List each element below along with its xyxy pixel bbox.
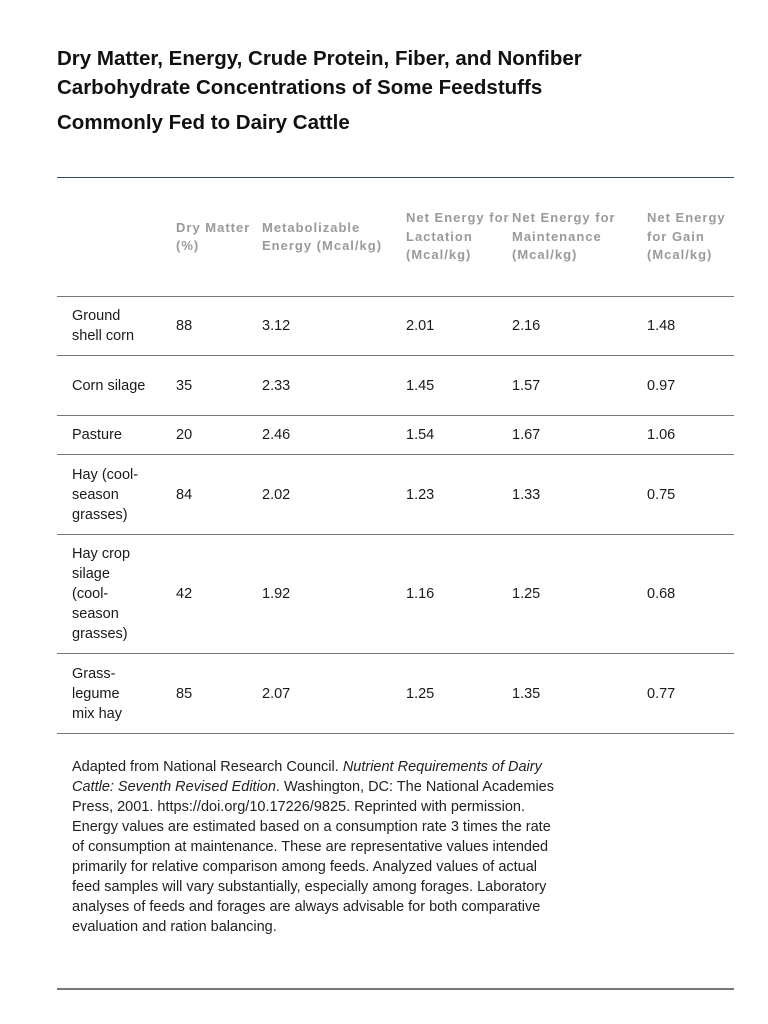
cell-text: Corn silage	[72, 377, 146, 394]
feedstuffs-table: Dry Matter (%) Metabolizable Energy (Mca…	[57, 178, 734, 734]
cell-net-energy-maintenance: 1.35	[512, 653, 647, 734]
cell-metabolizable-energy: 2.33	[262, 355, 406, 416]
source-title: Nutrient Requirements of Dairy Cattle: S…	[72, 759, 542, 795]
cell-feedstuff: Grass-legume mix hay	[57, 653, 176, 734]
cell-net-energy-gain: 0.68	[647, 534, 734, 654]
energy-note: Energy values are estimated based on a c…	[72, 819, 551, 935]
cell-net-energy-maintenance: 2.16	[512, 296, 647, 356]
header-net-energy-lactation: Net Energy for Lactation (Mcal/kg)	[406, 178, 512, 297]
cell-text: Grass-legume mix hay	[72, 665, 122, 722]
cell-text: 2.16	[512, 318, 541, 334]
cell-text: Ground shell corn	[72, 308, 135, 344]
cell-feedstuff: Corn silage	[57, 355, 176, 416]
cell-text: 1.45	[406, 377, 435, 394]
table-row: Grass-legume mix hay 85 2.07 1.25 1.35 0.77	[57, 653, 734, 734]
cell-metabolizable-energy: 2.46	[262, 415, 406, 455]
cell-text: 20	[176, 427, 193, 443]
cell-text: 42	[176, 586, 193, 602]
cell-net-energy-lactation: 1.23	[406, 454, 512, 535]
cell-text: 1.57	[512, 377, 541, 394]
cell-text: 1.54	[406, 427, 435, 443]
cell-text: 3.12	[262, 318, 291, 334]
cell-text: 2.01	[406, 318, 435, 334]
cell-dry-matter: 42	[176, 534, 262, 654]
cell-net-energy-gain: 1.48	[647, 296, 734, 356]
cell-text: 35	[176, 377, 193, 394]
cell-text: 1.25	[512, 586, 541, 602]
header-feedstuff	[57, 178, 176, 297]
cell-net-energy-lactation: 2.01	[406, 296, 512, 356]
cell-text: 1.33	[512, 486, 541, 503]
table-row: Corn silage 35 2.33 1.45 1.57 0.97	[57, 355, 734, 416]
table-row: Hay (cool-season grasses) 84 2.02 1.23 1.33 0…	[57, 454, 734, 535]
cell-text: 2.02	[262, 486, 291, 503]
cell-net-energy-gain: 0.75	[647, 454, 734, 535]
cell-text: 1.92	[262, 586, 291, 602]
cell-dry-matter: 88	[176, 296, 262, 356]
cell-text: 1.67	[512, 427, 541, 443]
cell-net-energy-lactation: 1.45	[406, 355, 512, 416]
cell-text: 84	[176, 486, 193, 503]
cell-text: 88	[176, 318, 193, 334]
header-net-energy-maintenance: Net Energy for Maintenance (Mcal/kg)	[512, 178, 647, 297]
cell-text: 1.23	[406, 486, 435, 503]
table-row: Ground shell corn 88 3.12 2.01 2.16 1.48	[57, 296, 734, 356]
cell-text: Hay (cool-season grasses)	[72, 466, 139, 523]
table-notes: Adapted from National Research Council. …	[72, 757, 562, 937]
cell-net-energy-gain: 1.06	[647, 415, 734, 455]
title-line-1: Dry Matter, Energy, Crude Protein, Fiber…	[57, 47, 582, 99]
cell-text: 0.75	[647, 486, 676, 503]
cell-text: 2.07	[262, 685, 291, 702]
cell-metabolizable-energy: 2.07	[262, 653, 406, 734]
cell-dry-matter: 20	[176, 415, 262, 455]
cell-metabolizable-energy: 1.92	[262, 534, 406, 654]
cell-feedstuff: Pasture	[57, 415, 176, 455]
cell-text: 1.25	[406, 685, 435, 702]
cell-text: 0.97	[647, 377, 676, 394]
title-line-2: Commonly Fed to Dairy Cattle	[57, 111, 350, 134]
cell-net-energy-maintenance: 1.33	[512, 454, 647, 535]
cell-dry-matter: 85	[176, 653, 262, 734]
header-dry-matter: Dry Matter (%)	[176, 178, 262, 297]
cell-net-energy-gain: 0.77	[647, 653, 734, 734]
source-suffix: . Washington, DC: The National Academies…	[72, 779, 554, 815]
cell-dry-matter: 84	[176, 454, 262, 535]
cell-metabolizable-energy: 3.12	[262, 296, 406, 356]
cell-text: 0.68	[647, 586, 676, 602]
cell-feedstuff: Ground shell corn	[57, 296, 176, 356]
cell-text: 2.46	[262, 427, 291, 443]
cell-dry-matter: 35	[176, 355, 262, 416]
cell-net-energy-maintenance: 1.57	[512, 355, 647, 416]
cell-net-energy-gain: 0.97	[647, 355, 734, 416]
header-net-energy-gain: Net Energy for Gain (Mcal/kg)	[647, 178, 734, 297]
table-row: Pasture 20 2.46 1.54 1.67 1.06	[57, 415, 734, 455]
cell-text: Pasture	[72, 427, 122, 443]
cell-text: Hay crop silage (cool-season grasses)	[72, 546, 131, 642]
header-metabolizable-energy: Metabolizable Energy (Mcal/kg)	[262, 178, 406, 297]
cell-text: 1.35	[512, 685, 541, 702]
cell-text: 1.06	[647, 427, 676, 443]
cell-net-energy-lactation: 1.54	[406, 415, 512, 455]
cell-net-energy-lactation: 1.16	[406, 534, 512, 654]
table-row: Hay crop silage (cool-season grasses) 42 1…	[57, 534, 734, 654]
table-bottom-rule	[57, 988, 734, 990]
cell-feedstuff: Hay crop silage (cool-season grasses)	[57, 534, 176, 654]
source-prefix: Adapted from National Research Council.	[72, 759, 343, 775]
header-row: Dry Matter (%) Metabolizable Energy (Mca…	[57, 178, 734, 297]
cell-net-energy-lactation: 1.25	[406, 653, 512, 734]
cell-text: 85	[176, 685, 193, 702]
table-title: Dry Matter, Energy, Crude Protein, Fiber…	[57, 44, 617, 137]
cell-text: 0.77	[647, 685, 676, 702]
cell-text: 2.33	[262, 377, 291, 394]
cell-feedstuff: Hay (cool-season grasses)	[57, 454, 176, 535]
cell-text: 1.48	[647, 318, 676, 334]
cell-net-energy-maintenance: 1.25	[512, 534, 647, 654]
cell-metabolizable-energy: 2.02	[262, 454, 406, 535]
cell-text: 1.16	[406, 586, 435, 602]
cell-net-energy-maintenance: 1.67	[512, 415, 647, 455]
table-top-rule	[57, 177, 734, 178]
